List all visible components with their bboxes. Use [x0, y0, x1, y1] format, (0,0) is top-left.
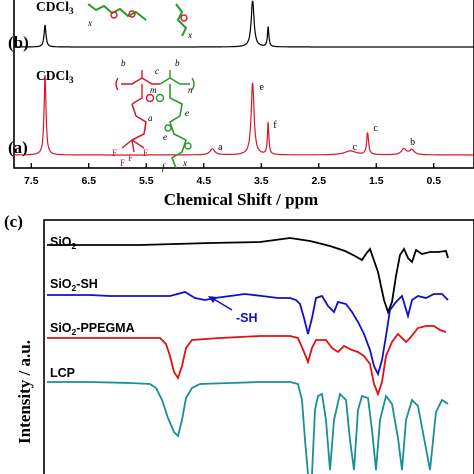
series-label-sio2-ppegma: SiO2-PPEGMA — [50, 321, 135, 337]
nmr-x-tick-label: 5.5 — [139, 175, 154, 187]
nmr-x-tick-label: 1.5 — [369, 175, 384, 187]
series-label-sio2-sh: SiO2-SH — [50, 277, 98, 293]
ir-plot-frame — [43, 219, 474, 474]
sh-annotation: -SH — [208, 296, 258, 325]
struct-x: x — [182, 158, 187, 168]
nmr-x-axis-label: Chemical Shift / ppm — [164, 190, 318, 209]
ir-y-axis-label: Intensity / a.u. — [15, 340, 34, 444]
molecule-sketch-b: x x — [87, 3, 192, 40]
nmr-peak-label: a — [218, 142, 223, 153]
series-line-sio2 — [47, 237, 449, 315]
struct-c: c — [155, 66, 159, 76]
struct-F1: F — [112, 148, 117, 158]
nmr-peak-label-group: e f a c c b — [218, 82, 415, 153]
struct-F4: F — [120, 158, 125, 168]
series-label-sio2: SiO2 — [50, 235, 77, 251]
nmr-peak-label: e — [260, 82, 265, 93]
solvent-label-b: CDCl3 — [36, 0, 74, 16]
series-line-sio2-ppegma — [47, 325, 447, 397]
panel-label-c: (c) — [4, 212, 23, 231]
nmr-peak-label: f — [273, 120, 277, 131]
molecular-structure-a: b c b m n a e e f x F F F F — [112, 58, 195, 172]
series-line-lcp — [47, 381, 449, 474]
svg-text:x: x — [187, 30, 192, 40]
nmr-panel: 7.5 6.5 5.5 4.5 3.5 2.5 1.5 0.5 (b) (a) CDCl3 C… — [8, 0, 474, 209]
struct-e2: e — [163, 132, 167, 142]
nmr-series-group — [14, 0, 474, 156]
nmr-peak-label: c — [373, 123, 378, 134]
series-label-lcp: LCP — [50, 366, 75, 380]
series-line-sio2-sh — [47, 291, 449, 377]
ir-panel: (c) Intensity / a.u. SiO2 SiO2-SH SiO2-P… — [4, 212, 474, 474]
struct-e1: e — [185, 108, 189, 118]
solvent-label-a: CDCl3 — [36, 68, 74, 85]
nmr-x-tick-label: 2.5 — [311, 175, 326, 187]
nmr-peak-label: b — [410, 137, 415, 148]
struct-m: m — [150, 85, 157, 95]
nmr-peak-label: c — [353, 142, 358, 153]
struct-F3: F — [143, 148, 148, 158]
nmr-x-tick-label: 3.5 — [254, 175, 269, 187]
nmr-x-tick-label: 6.5 — [81, 175, 96, 187]
panel-label-b: (b) — [8, 33, 29, 52]
panel-label-a: (a) — [8, 138, 28, 157]
nmr-x-tick-label: 4.5 — [196, 175, 211, 187]
struct-b2: b — [175, 58, 180, 68]
nmr-spectrum-line-b — [14, 0, 474, 48]
struct-f: f — [162, 162, 166, 172]
nmr-spectrum-line-a — [14, 74, 474, 156]
ir-series-group — [47, 237, 449, 474]
struct-b1: b — [121, 58, 126, 68]
nmr-x-tick-label: 0.5 — [426, 175, 441, 187]
nmr-tick-group: 7.5 6.5 5.5 4.5 3.5 2.5 1.5 0.5 — [24, 163, 441, 187]
struct-F2: F — [128, 153, 133, 163]
nmr-plot-frame — [13, 0, 474, 169]
svg-text:x: x — [87, 18, 92, 28]
nmr-x-tick-label: 7.5 — [24, 175, 39, 187]
sh-annotation-label: -SH — [236, 311, 258, 325]
struct-a: a — [148, 113, 153, 123]
struct-n: n — [188, 85, 193, 95]
